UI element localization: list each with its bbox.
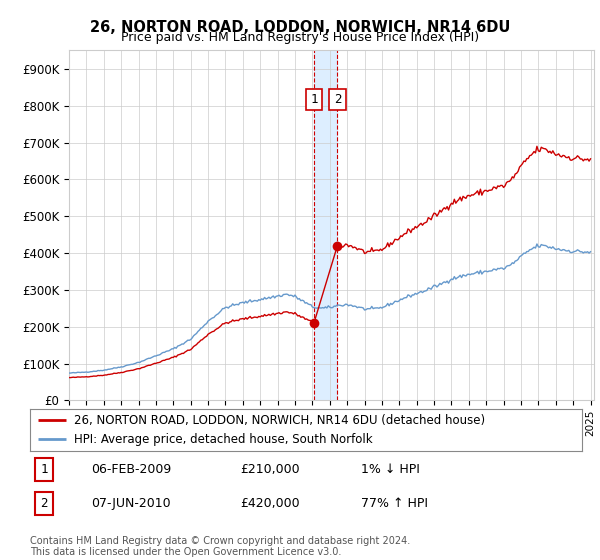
- Text: £420,000: £420,000: [240, 497, 299, 510]
- Text: 1: 1: [310, 93, 317, 106]
- Text: 26, NORTON ROAD, LODDON, NORWICH, NR14 6DU: 26, NORTON ROAD, LODDON, NORWICH, NR14 6…: [90, 20, 510, 35]
- Text: 2: 2: [40, 497, 47, 510]
- Text: 1: 1: [40, 463, 47, 476]
- Text: 2: 2: [334, 93, 341, 106]
- Text: Contains HM Land Registry data © Crown copyright and database right 2024.
This d: Contains HM Land Registry data © Crown c…: [30, 535, 410, 557]
- Text: £210,000: £210,000: [240, 463, 299, 476]
- Text: 77% ↑ HPI: 77% ↑ HPI: [361, 497, 428, 510]
- Bar: [314, 50, 337, 400]
- Text: HPI: Average price, detached house, South Norfolk: HPI: Average price, detached house, Sout…: [74, 433, 373, 446]
- Text: Price paid vs. HM Land Registry's House Price Index (HPI): Price paid vs. HM Land Registry's House …: [121, 31, 479, 44]
- Text: 1% ↓ HPI: 1% ↓ HPI: [361, 463, 420, 476]
- Text: 26, NORTON ROAD, LODDON, NORWICH, NR14 6DU (detached house): 26, NORTON ROAD, LODDON, NORWICH, NR14 6…: [74, 414, 485, 427]
- Text: 07-JUN-2010: 07-JUN-2010: [91, 497, 170, 510]
- Text: 06-FEB-2009: 06-FEB-2009: [91, 463, 171, 476]
